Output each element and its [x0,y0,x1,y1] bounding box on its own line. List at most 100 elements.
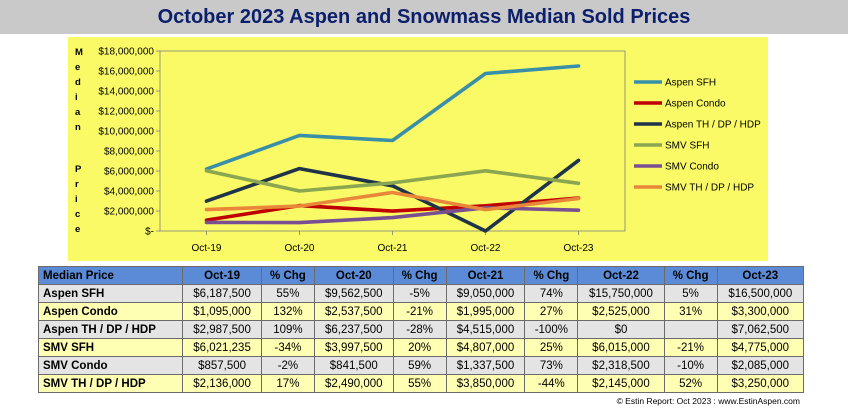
y-tick-label: $10,000,000 [98,127,154,138]
table-cell: $841,500 [313,356,394,375]
table-cell: -28% [392,320,447,339]
x-tick-label: Oct-20 [284,243,314,254]
y-tick-label: $4,000,000 [104,187,154,198]
table-header: Oct-22 [577,266,665,285]
table-cell: $1,095,000 [182,302,262,321]
y-tick-label: $16,000,000 [98,67,154,78]
table-row: Aspen SFH $6,187,500 55% $9,562,500 -5% … [37,284,805,303]
legend-label: SMV TH / DP / HDP [665,183,754,194]
table-cell: $15,750,000 [577,284,665,303]
x-tick-label: Oct-22 [470,243,500,254]
table-cell: $6,237,500 [313,320,394,339]
series-line [204,158,581,233]
table-cell: $4,807,000 [445,338,526,357]
table-cell: -21% [392,302,447,321]
table-cell: 5% [663,284,718,303]
y-axis-title-letter: r [75,179,79,190]
y-axis-title-letter: e [75,224,80,235]
legend-label: SMV SFH [665,141,709,152]
table-cell [663,320,718,339]
table-cell: 55% [392,374,447,393]
y-axis-title-letter: i [75,194,78,205]
y-axis-title-letter: d [75,77,81,88]
table-cell: Aspen Condo [37,302,184,321]
legend-label: SMV Condo [665,162,719,173]
series-line [204,190,581,212]
legend-label: Aspen Condo [665,99,726,110]
series-line [204,169,581,193]
table-row: SMV SFH $6,021,235 -34% $3,997,500 20% $… [37,338,805,357]
table-cell: 27% [524,302,579,321]
y-tick-label: $- [145,227,154,238]
table-header: % Chg [524,266,579,285]
y-axis-title-letter: i [75,92,78,103]
table-header-row: Median Price Oct-19 % Chg Oct-20 % Chg O… [37,266,805,285]
table-cell: 52% [663,374,718,393]
y-axis-title-letter: n [75,122,81,133]
y-tick-label: $12,000,000 [98,107,154,118]
table-cell: SMV TH / DP / HDP [37,374,184,393]
legend-label: Aspen TH / DP / HDP [665,120,761,131]
table-cell: $857,500 [182,356,262,375]
y-tick-label: $18,000,000 [98,47,154,58]
table-cell: $3,300,000 [716,302,805,321]
table-cell: $9,050,000 [445,284,526,303]
x-tick-label: Oct-19 [191,243,221,254]
table-cell: -21% [663,338,718,357]
table-cell: 109% [260,320,315,339]
y-axis-title-letter: e [75,62,80,73]
table-cell: -10% [663,356,718,375]
table-header: Median Price [37,266,184,285]
table-cell: 132% [260,302,315,321]
table-header: Oct-19 [182,266,262,285]
page-title: October 2023 Aspen and Snowmass Median S… [157,5,691,28]
table-cell: $3,850,000 [445,374,526,393]
series-line [204,64,581,171]
table-cell: $4,775,000 [716,338,805,357]
table-cell: Aspen TH / DP / HDP [37,320,184,339]
table-cell: Aspen SFH [37,284,184,303]
table-cell: -5% [392,284,447,303]
y-axis-title-letter: a [75,107,81,118]
table-cell: $2,490,000 [313,374,394,393]
table-cell: 17% [260,374,315,393]
table-row: Aspen TH / DP / HDP $2,987,500 109% $6,2… [37,320,805,339]
table-cell: $2,318,500 [577,356,665,375]
table-cell: $16,500,000 [716,284,805,303]
table-cell: 74% [524,284,579,303]
table-header: % Chg [663,266,718,285]
y-axis-title-letter: c [75,209,80,220]
footer-credit: © Estin Report: Oct 2023 : www.EstinAspe… [616,396,800,406]
table-cell: $2,145,000 [577,374,665,393]
table-cell: -100% [524,320,579,339]
table-cell: $0 [577,320,665,339]
table-header: % Chg [260,266,315,285]
table-cell: $3,250,000 [716,374,805,393]
legend-label: Aspen SFH [665,78,716,89]
table-cell: $6,187,500 [182,284,262,303]
table-cell: $2,085,000 [716,356,805,375]
series-line [204,206,581,225]
table-header: % Chg [392,266,447,285]
table-row: SMV Condo $857,500 -2% $841,500 59% $1,3… [37,356,805,375]
title-bar: October 2023 Aspen and Snowmass Median S… [0,0,848,34]
y-tick-label: $6,000,000 [104,167,154,178]
table-row: SMV TH / DP / HDP $2,136,000 17% $2,490,… [37,374,805,393]
price-table: Median Price Oct-19 % Chg Oct-20 % Chg O… [37,266,805,393]
table-cell: SMV Condo [37,356,184,375]
y-tick-label: $8,000,000 [104,147,154,158]
y-axis-title-letter: P [75,164,82,175]
table-cell: 31% [663,302,718,321]
table-cell: $2,537,500 [313,302,394,321]
table-cell: $1,995,000 [445,302,526,321]
series-line [204,196,581,222]
y-tick-label: $2,000,000 [104,207,154,218]
table-cell: $2,136,000 [182,374,262,393]
table-cell: SMV SFH [37,338,184,357]
table-header: Oct-21 [445,266,526,285]
table-cell: $2,987,500 [182,320,262,339]
table-cell: 20% [392,338,447,357]
table-cell: 59% [392,356,447,375]
table-cell: 55% [260,284,315,303]
